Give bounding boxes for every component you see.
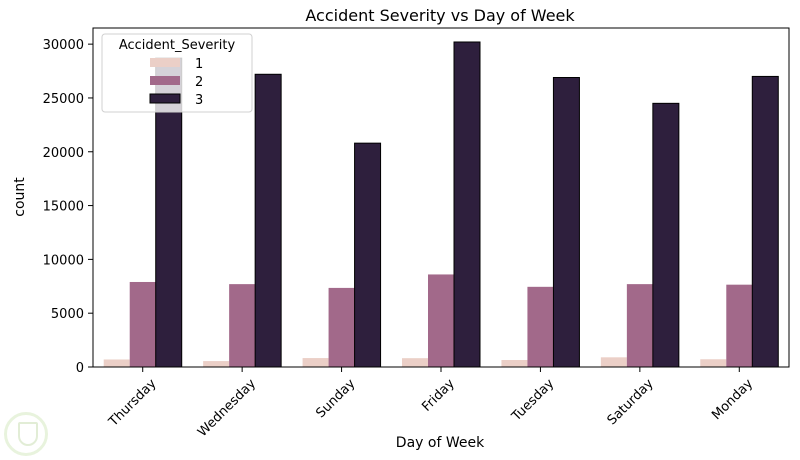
bar-saturday-severity-1 [600, 357, 627, 367]
x-tick-label: Wednesday [195, 376, 259, 440]
y-tick-label: 20000 [43, 146, 84, 161]
x-tick-label: Thursday [105, 376, 159, 430]
x-tick-label: Tuesday [509, 376, 558, 425]
x-tick-label: Monday [709, 376, 756, 423]
bar-wednesday-severity-3 [254, 73, 282, 368]
y-axis-label: count [12, 177, 28, 217]
legend-swatch-2 [150, 76, 180, 85]
bar-friday-severity-1 [402, 358, 428, 367]
x-axis: Thursday Wednesday Sunday Friday Tuesday Satu… [105, 367, 756, 440]
legend-title: Accident_Severity [119, 38, 236, 53]
x-tick-label: Friday [419, 376, 458, 415]
y-tick-label: 25000 [43, 92, 84, 107]
y-tick-label: 5000 [51, 307, 84, 322]
y-tick-label: 30000 [43, 38, 84, 53]
legend-frame [101, 33, 253, 113]
legend-label-1: 1 [195, 57, 203, 72]
chart-title: Accident Severity vs Day of Week [305, 6, 575, 25]
bar-tuesday-severity-2 [527, 286, 554, 367]
legend-label-3: 3 [195, 93, 203, 108]
bar-wednesday-severity-1 [203, 361, 230, 367]
y-tick-label: 15000 [43, 200, 84, 215]
bar-monday-severity-3 [751, 75, 779, 368]
bar-wednesday-severity-2 [229, 284, 256, 367]
legend-swatch-3 [149, 93, 181, 104]
bar-tuesday-severity-1 [501, 360, 528, 367]
legend-label-2: 2 [195, 75, 203, 90]
bar-thursday-severity-2 [129, 281, 156, 367]
bar-thursday-severity-1 [103, 359, 130, 367]
bar-friday-severity-3 [453, 41, 481, 368]
legend: Accident_Severity 1 2 3 [101, 33, 253, 113]
legend-swatch-1 [150, 58, 180, 67]
bar-monday-severity-2 [726, 284, 753, 367]
x-tick-label: Saturday [605, 376, 657, 428]
y-tick-label: 0 [76, 361, 84, 376]
bar-friday-severity-2 [428, 274, 454, 367]
bar-saturday-severity-2 [626, 284, 653, 367]
x-tick-label: Sunday [313, 376, 358, 421]
y-tick-label: 10000 [43, 253, 84, 268]
y-axis: 0 5000 10000 15000 20000 25000 30000 [43, 38, 93, 376]
bar-sunday-severity-1 [302, 358, 329, 367]
bar-sunday-severity-3 [354, 142, 382, 368]
bar-sunday-severity-2 [328, 287, 355, 367]
axes-frame [92, 27, 790, 368]
bar-monday-severity-1 [700, 359, 727, 367]
bar-tuesday-severity-3 [552, 77, 580, 368]
bar-saturday-severity-3 [652, 102, 680, 368]
shield-logo-icon [4, 412, 48, 456]
x-axis-label: Day of Week [396, 435, 485, 451]
